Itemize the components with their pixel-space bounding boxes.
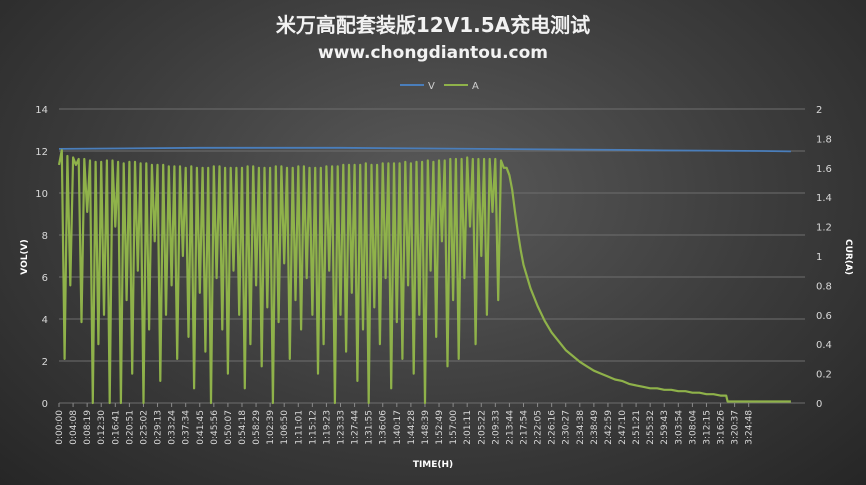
y-left-tick-label: 0 [42, 399, 48, 410]
y-left-tick-label: 4 [42, 315, 48, 326]
series-line-V [58, 146, 791, 153]
x-tick-label: 1:11:01 [294, 410, 304, 445]
y-left-tick-label: 10 [35, 189, 48, 200]
x-tick-label: 2:09:33 [491, 410, 501, 445]
x-tick-label: 0:16:41 [111, 410, 121, 445]
x-tick-label: 0:41:45 [196, 410, 206, 445]
x-tick-label: 1:27:44 [351, 410, 361, 445]
x-tick-label: 2:51:21 [632, 410, 642, 445]
x-tick-label: 2:22:05 [534, 410, 544, 445]
legend-v-label: V [428, 81, 435, 92]
x-tick-label: 0:54:18 [238, 410, 248, 445]
x-tick-label: 2:13:44 [505, 410, 515, 445]
y-axis-right-label: CUR(A) [843, 239, 853, 275]
x-tick-label: 2:30:27 [562, 410, 572, 445]
x-tick-label: 2:01:11 [463, 410, 473, 445]
chart-subtitle: www.chongdiantou.com [318, 43, 548, 63]
x-tick-label: 1:40:17 [393, 410, 403, 445]
x-tick-label: 2:47:10 [618, 410, 628, 445]
y-left-tick-label: 12 [35, 147, 48, 158]
series-group [57, 146, 791, 405]
x-axis: 0:00:00 0:04:08 0:08:19 0:12:30 0:16:41 0:20:… [55, 403, 755, 445]
y-right-tick-label: 1 [816, 252, 822, 263]
x-tick-label: 0:00:00 [55, 410, 65, 445]
legend: V A [400, 81, 479, 92]
x-tick-label: 3:03:54 [674, 410, 684, 445]
x-tick-label: 1:48:39 [421, 410, 431, 445]
y-right-tick-label: 1.6 [816, 164, 832, 175]
x-tick-label: 1:57:00 [449, 410, 459, 445]
y-left-tick-label: 2 [42, 357, 48, 368]
x-tick-label: 3:24:48 [745, 410, 755, 445]
x-tick-label: 0:45:56 [210, 410, 220, 445]
x-tick-label: 0:12:30 [97, 410, 107, 445]
y-right-tick-label: 1.2 [816, 223, 832, 234]
y-right-tick-label: 0.6 [816, 311, 832, 322]
y-axis-left-label: VOL(V) [20, 239, 30, 274]
y-right-tick-label: 0.2 [816, 370, 832, 381]
x-tick-label: 0:04:08 [69, 410, 79, 445]
legend-a-label: A [472, 81, 479, 92]
y-right-tick-label: 0.4 [816, 340, 832, 351]
chart-title: 米万高配套装版12V1.5A充电测试 [276, 13, 590, 37]
x-tick-label: 0:50:07 [224, 410, 234, 445]
y-left-tick-label: 14 [35, 105, 48, 116]
y-right-tick-label: 2 [816, 105, 822, 116]
x-tick-label: 0:37:34 [182, 410, 192, 445]
y-axis-right: 0 0.2 0.4 0.6 0.8 1 1.2 1.4 1.6 1.8 2 [816, 105, 832, 410]
x-tick-label: 0:58:29 [252, 410, 262, 445]
x-tick-label: 3:20:37 [731, 410, 741, 445]
x-tick-label: 2:55:32 [646, 410, 656, 445]
x-tick-label: 1:44:28 [407, 410, 417, 445]
x-tick-label: 1:06:50 [280, 410, 290, 445]
y-left-tick-label: 8 [42, 231, 48, 242]
y-right-tick-label: 0.8 [816, 281, 832, 292]
x-tick-label: 1:02:39 [266, 410, 276, 445]
series-line-A [57, 149, 791, 405]
x-tick-label: 0:08:19 [83, 410, 93, 445]
x-tick-label: 3:08:04 [688, 410, 698, 445]
y-right-tick-label: 0 [816, 399, 822, 410]
x-tick-label: 2:05:22 [477, 410, 487, 445]
x-axis-label: TIME(H) [413, 460, 453, 470]
x-tick-label: 1:31:55 [365, 410, 375, 445]
x-tick-label: 1:15:12 [308, 410, 318, 445]
y-right-tick-label: 1.8 [816, 134, 832, 145]
y-axis-left: 0 2 4 6 8 10 12 14 [35, 105, 48, 410]
y-left-tick-label: 6 [42, 273, 48, 284]
x-tick-label: 3:16:26 [717, 410, 727, 445]
x-tick-label: 2:17:54 [519, 410, 529, 445]
x-tick-label: 2:42:59 [604, 410, 614, 445]
x-tick-label: 2:26:16 [548, 410, 558, 445]
x-tick-label: 0:29:13 [154, 410, 164, 445]
x-tick-label: 0:33:24 [168, 410, 178, 445]
x-tick-label: 1:19:23 [322, 410, 332, 445]
y-right-tick-label: 1.4 [816, 193, 832, 204]
x-tick-label: 2:59:43 [660, 410, 670, 445]
x-tick-label: 1:52:49 [435, 410, 445, 445]
x-tick-label: 0:20:51 [125, 410, 135, 445]
x-tick-label: 1:23:33 [337, 410, 347, 445]
x-tick-label: 1:36:06 [379, 410, 389, 445]
x-tick-label: 3:12:15 [702, 410, 712, 445]
x-tick-label: 2:34:38 [576, 410, 586, 445]
x-tick-label: 0:25:02 [139, 410, 149, 445]
x-tick-label: 2:38:49 [590, 410, 600, 445]
